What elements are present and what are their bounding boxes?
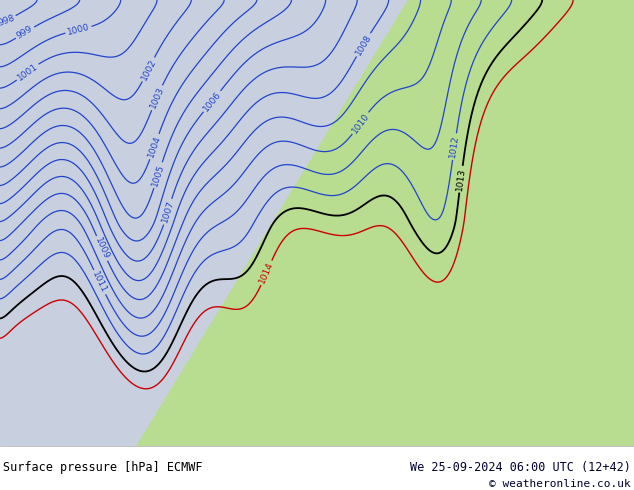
Text: 998: 998 [0,13,16,27]
Text: 1010: 1010 [350,111,371,135]
Text: 1011: 1011 [91,270,108,294]
Text: 1001: 1001 [16,62,39,82]
Text: 1002: 1002 [139,57,158,82]
Text: 1003: 1003 [148,85,165,110]
Text: 1012: 1012 [448,135,460,159]
Text: 1004: 1004 [146,134,162,159]
Text: 1008: 1008 [354,33,373,57]
Text: 1000: 1000 [66,23,91,37]
Text: 1007: 1007 [160,199,176,224]
Text: 1013: 1013 [455,167,467,191]
Text: 1006: 1006 [202,90,223,113]
Text: 1014: 1014 [258,261,275,285]
Text: We 25-09-2024 06:00 UTC (12+42): We 25-09-2024 06:00 UTC (12+42) [410,462,631,474]
Text: Surface pressure [hPa] ECMWF: Surface pressure [hPa] ECMWF [3,462,203,474]
Text: 1009: 1009 [93,236,111,261]
Text: © weatheronline.co.uk: © weatheronline.co.uk [489,479,631,489]
Text: 999: 999 [15,24,35,41]
Text: 1005: 1005 [150,163,166,188]
